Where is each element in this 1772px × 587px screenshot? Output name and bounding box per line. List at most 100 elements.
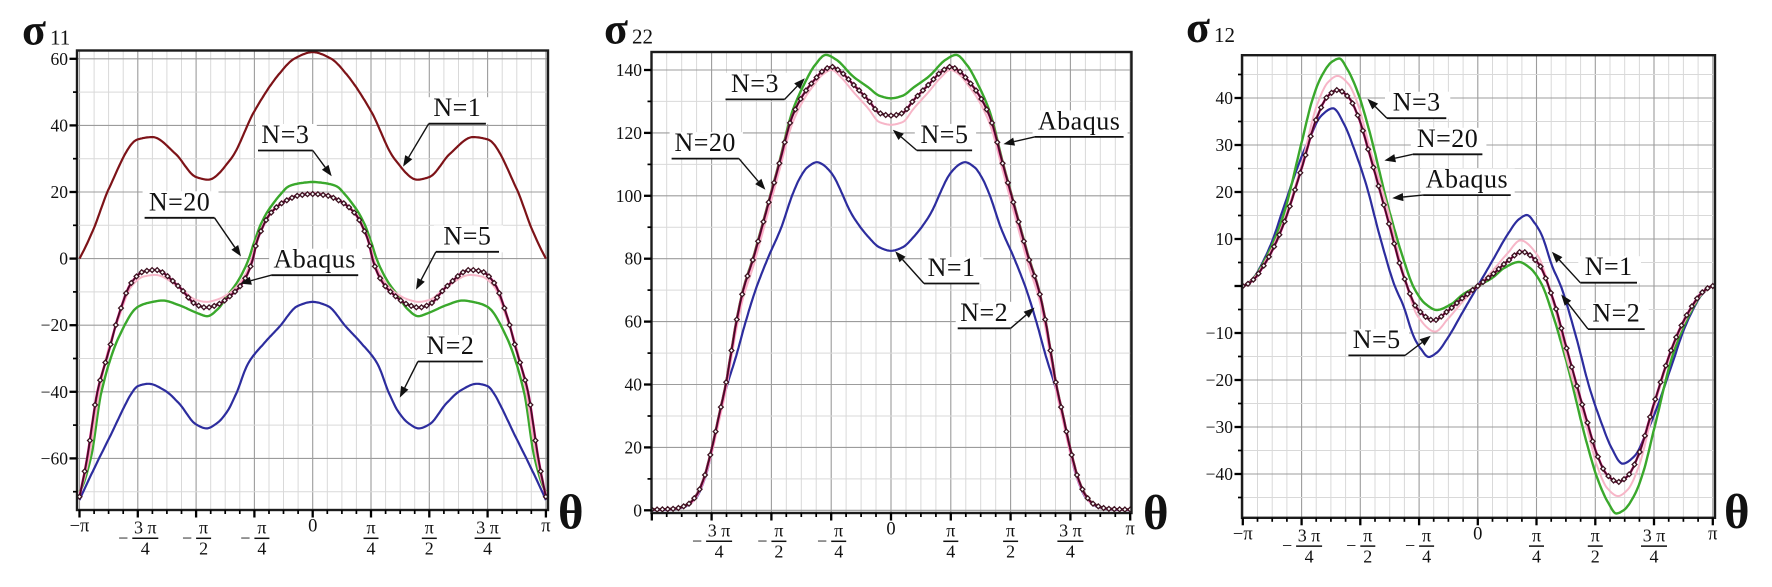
svg-text:N=5: N=5 xyxy=(921,120,969,149)
svg-text:3 π: 3 π xyxy=(1298,525,1321,545)
svg-text:π: π xyxy=(257,518,266,538)
svg-text:N=20: N=20 xyxy=(149,187,210,216)
svg-text:2: 2 xyxy=(199,539,208,559)
svg-text:π: π xyxy=(425,518,434,538)
svg-text:π: π xyxy=(1422,525,1431,545)
svg-text:θ: θ xyxy=(1724,484,1750,539)
svg-text:−40: −40 xyxy=(41,382,69,402)
svg-text:θ: θ xyxy=(1143,485,1169,540)
svg-text:π: π xyxy=(199,518,208,538)
svg-text:Abaqus: Abaqus xyxy=(1426,165,1508,194)
svg-text:−60: −60 xyxy=(41,448,69,468)
svg-text:12: 12 xyxy=(1214,23,1235,47)
svg-text:N=3: N=3 xyxy=(261,120,309,149)
svg-text:π: π xyxy=(1363,525,1372,545)
svg-text:N=2: N=2 xyxy=(1592,299,1640,328)
svg-text:4: 4 xyxy=(141,539,150,559)
svg-text:0: 0 xyxy=(1473,524,1482,544)
svg-text:N=5: N=5 xyxy=(1353,325,1401,354)
svg-text:4: 4 xyxy=(946,542,955,562)
svg-text:σ: σ xyxy=(22,6,46,55)
svg-text:−20: −20 xyxy=(1206,370,1234,390)
svg-text:N=3: N=3 xyxy=(731,69,779,98)
svg-text:−: − xyxy=(757,531,767,551)
svg-text:60: 60 xyxy=(51,49,69,69)
svg-text:−: − xyxy=(182,528,192,548)
svg-text:σ: σ xyxy=(1186,3,1210,52)
svg-text:N=3: N=3 xyxy=(1393,88,1441,117)
svg-text:σ: σ xyxy=(604,5,628,54)
svg-text:−10: −10 xyxy=(1206,323,1234,343)
svg-text:π: π xyxy=(1006,521,1015,541)
svg-text:4: 4 xyxy=(1066,542,1075,562)
svg-text:−: − xyxy=(1405,536,1415,556)
svg-text:N=20: N=20 xyxy=(1417,124,1478,153)
svg-text:N=20: N=20 xyxy=(674,128,735,157)
svg-text:−: − xyxy=(692,531,702,551)
svg-text:20: 20 xyxy=(1216,182,1234,202)
svg-text:N=2: N=2 xyxy=(960,298,1008,327)
svg-text:120: 120 xyxy=(616,123,643,143)
svg-text:π: π xyxy=(541,517,551,537)
svg-text:10: 10 xyxy=(1216,229,1234,249)
svg-text:π: π xyxy=(1708,524,1718,544)
svg-text:3 π: 3 π xyxy=(134,518,157,538)
svg-text:Abaqus: Abaqus xyxy=(1038,106,1120,135)
svg-text:80: 80 xyxy=(625,249,643,269)
svg-text:4: 4 xyxy=(367,539,376,559)
svg-text:−40: −40 xyxy=(1206,464,1234,484)
svg-text:11: 11 xyxy=(50,26,70,50)
svg-text:2: 2 xyxy=(1363,546,1372,566)
svg-text:π: π xyxy=(1591,525,1600,545)
svg-text:40: 40 xyxy=(625,375,643,395)
svg-text:4: 4 xyxy=(1305,546,1314,566)
svg-text:2: 2 xyxy=(774,542,783,562)
svg-text:π: π xyxy=(1532,525,1541,545)
svg-text:−π: −π xyxy=(1233,524,1253,544)
svg-text:N=2: N=2 xyxy=(426,331,474,360)
svg-text:40: 40 xyxy=(1216,88,1234,108)
svg-text:π: π xyxy=(834,521,843,541)
svg-text:60: 60 xyxy=(625,312,643,332)
svg-text:−30: −30 xyxy=(1206,417,1234,437)
svg-text:−: − xyxy=(118,528,128,548)
svg-text:3 π: 3 π xyxy=(1643,525,1666,545)
svg-text:0: 0 xyxy=(886,520,895,540)
svg-text:4: 4 xyxy=(483,539,492,559)
svg-text:θ: θ xyxy=(558,485,584,540)
svg-text:3 π: 3 π xyxy=(476,518,499,538)
svg-text:0: 0 xyxy=(633,500,642,520)
svg-text:40: 40 xyxy=(51,115,69,135)
svg-text:−: − xyxy=(1282,536,1292,556)
svg-text:2: 2 xyxy=(1006,542,1015,562)
svg-text:N=5: N=5 xyxy=(443,221,491,250)
svg-text:100: 100 xyxy=(616,186,643,206)
svg-text:π: π xyxy=(774,521,783,541)
svg-text:140: 140 xyxy=(616,60,643,80)
svg-text:4: 4 xyxy=(1650,546,1659,566)
svg-text:π: π xyxy=(366,518,375,538)
svg-text:20: 20 xyxy=(51,182,69,202)
svg-text:−: − xyxy=(240,528,250,548)
svg-text:0: 0 xyxy=(59,249,68,269)
svg-text:N=1: N=1 xyxy=(1585,252,1633,281)
svg-text:−: − xyxy=(817,531,827,551)
svg-text:4: 4 xyxy=(257,539,266,559)
svg-text:−20: −20 xyxy=(41,315,69,335)
svg-text:20: 20 xyxy=(625,437,643,457)
svg-text:4: 4 xyxy=(715,542,724,562)
svg-text:N=1: N=1 xyxy=(433,93,481,122)
svg-text:N=1: N=1 xyxy=(928,253,976,282)
svg-text:3 π: 3 π xyxy=(708,521,731,541)
svg-text:4: 4 xyxy=(834,542,843,562)
svg-text:22: 22 xyxy=(632,25,653,49)
svg-text:π: π xyxy=(1126,520,1136,540)
svg-text:−: − xyxy=(1346,536,1356,556)
svg-text:30: 30 xyxy=(1216,135,1234,155)
svg-text:0: 0 xyxy=(308,517,317,537)
svg-text:4: 4 xyxy=(1422,546,1431,566)
svg-text:2: 2 xyxy=(1591,546,1600,566)
svg-text:−π: −π xyxy=(70,517,90,537)
svg-text:π: π xyxy=(946,521,955,541)
svg-text:4: 4 xyxy=(1532,546,1541,566)
